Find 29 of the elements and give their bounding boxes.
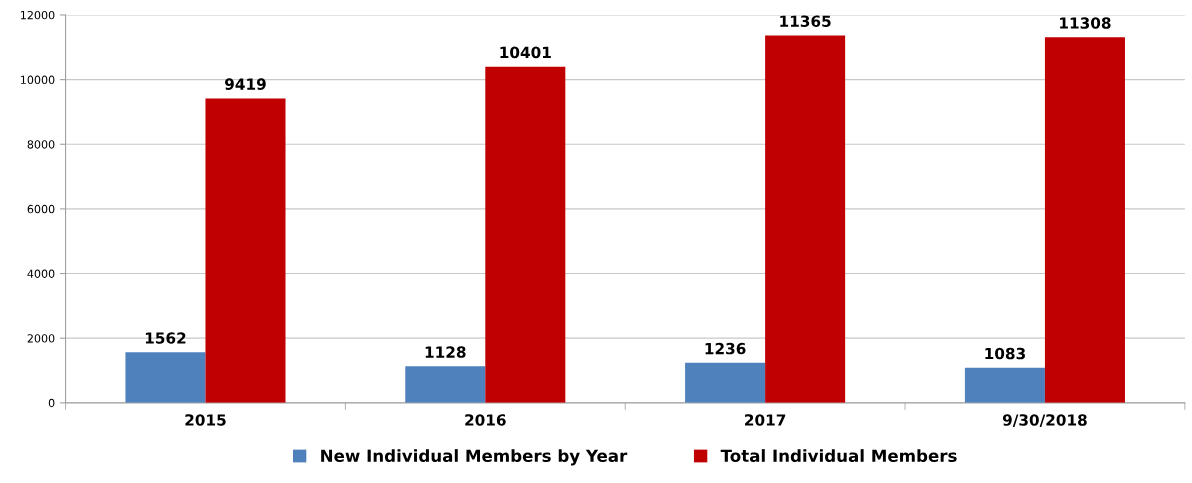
y-tick-label: 8000 (27, 140, 55, 149)
bar (685, 362, 766, 403)
bar (405, 366, 486, 403)
data-label: 10401 (500, 46, 551, 59)
x-tick-label: 2015 (185, 414, 226, 426)
legend-label: New Individual Members by Year (321, 449, 628, 466)
bar (125, 352, 206, 403)
bar (205, 98, 286, 403)
data-label: 11308 (1060, 17, 1111, 29)
x-tick-label: 9/30/2018 (1002, 414, 1087, 427)
y-tick-label: 10000 (21, 75, 55, 84)
data-label: 11365 (780, 15, 831, 27)
bar (964, 367, 1045, 403)
x-tick-label: 2016 (465, 414, 506, 426)
bar (485, 66, 566, 403)
data-label: 1236 (705, 342, 746, 355)
legend-label: Total Individual Members (720, 449, 957, 463)
bar (1044, 37, 1125, 403)
data-label: 1083 (985, 347, 1025, 360)
y-tick-label: 2000 (27, 334, 55, 343)
data-label: 1128 (425, 346, 466, 358)
x-tick-label: 2017 (745, 414, 786, 426)
y-tick-label: 4000 (27, 269, 55, 278)
y-tick-label: 12000 (21, 10, 55, 20)
data-label: 1562 (145, 332, 186, 344)
data-label: 9419 (225, 78, 266, 90)
bar (765, 35, 846, 403)
y-tick-label: 0 (48, 398, 55, 408)
y-tick-label: 6000 (27, 204, 55, 214)
